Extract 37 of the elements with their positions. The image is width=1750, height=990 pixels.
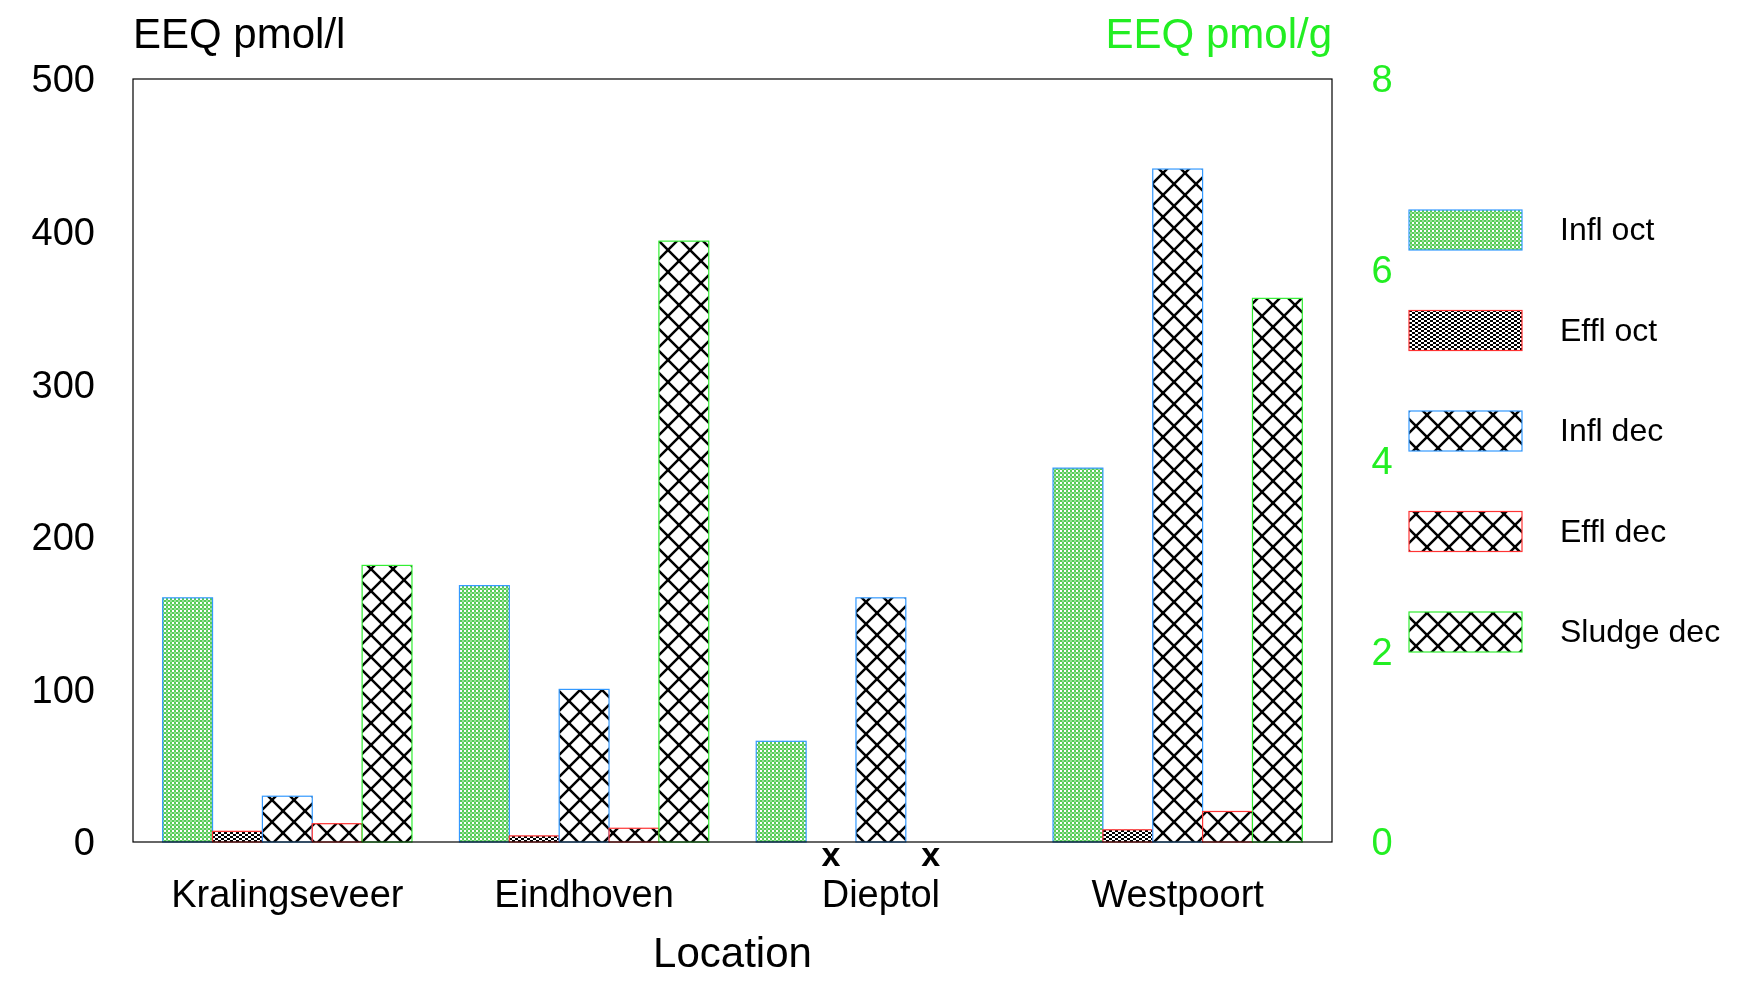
y2-tick-label: 4 [1371,439,1393,482]
y2-tick-label: 8 [1371,58,1393,101]
x-tick-label: Kralingseveer [171,873,404,915]
y-tick-label: 500 [31,58,95,101]
legend-label: Infl dec [1560,412,1664,448]
y-tick-label: 0 [73,821,95,864]
x-axis-title: Location [653,929,812,976]
y2-tick-label: 0 [1371,821,1393,864]
legend-label: Infl oct [1560,211,1655,247]
bar [1202,810,1254,843]
x-tick-label: Dieptol [821,873,941,915]
legend-label: Effl oct [1560,311,1658,348]
bar [855,597,907,843]
legend-label: Effl dec [1560,512,1667,549]
x-tick-label: Westpoort [1091,873,1265,915]
x-tick-label: Eindhoven [494,873,674,915]
y-tick-label: 200 [31,516,95,559]
text: x [921,835,941,873]
y2-tick-label: 2 [1371,630,1393,673]
bar [458,585,510,843]
bar [658,240,710,843]
y-tick-label: 400 [31,210,95,253]
bar [1152,168,1204,843]
bar [361,564,413,843]
y2-axis-title: EEQ pmol/g [1105,10,1332,57]
bar [558,688,610,843]
bar [755,740,807,843]
bar [261,795,313,843]
y2-tick-label: 6 [1371,249,1393,292]
bar [1052,467,1104,843]
y-tick-label: 300 [31,363,95,406]
y-axis-title: EEQ pmol/l [133,10,346,57]
y-tick-label: 100 [31,668,95,711]
text: x [821,835,841,873]
legend-label: Sludge dec [1560,613,1721,649]
bar [162,597,214,843]
bar [1251,297,1303,843]
